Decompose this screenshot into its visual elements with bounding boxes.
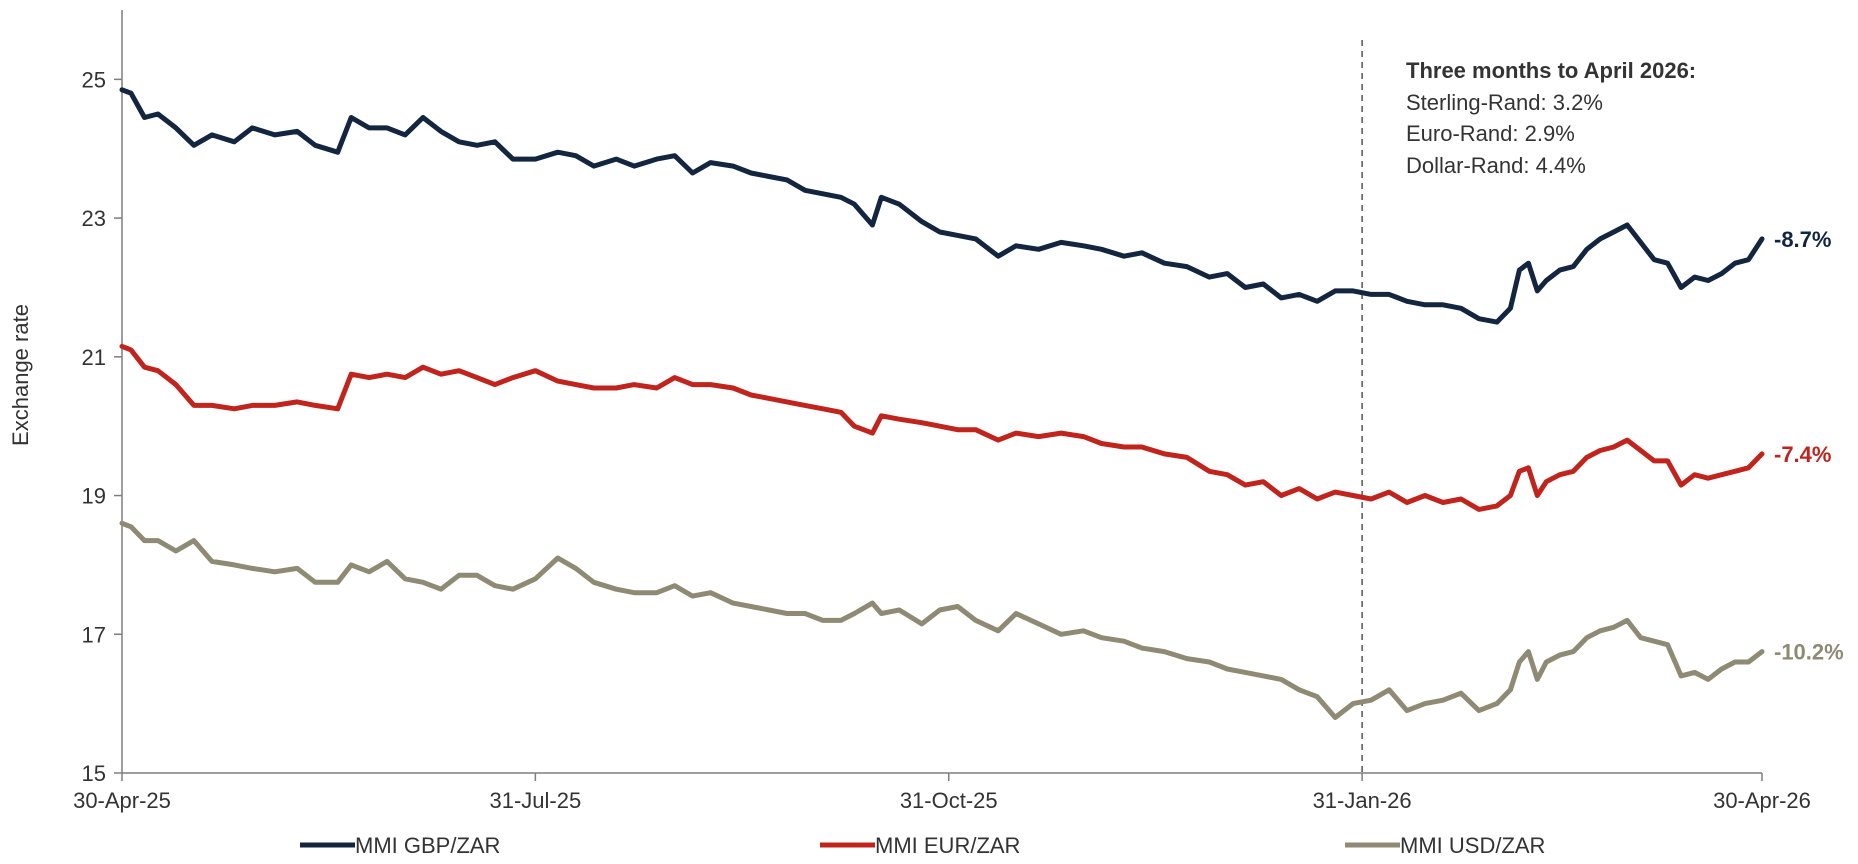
y-tick-label: 23 [82, 206, 106, 231]
annotation-title: Three months to April 2026: [1406, 58, 1696, 83]
legend-label-mmi-gbp-zar: MMI GBP/ZAR [355, 833, 500, 858]
axes-layer: 15 17 19 21 23 25 30-Apr-25 31-Jul-25 31-Oct-25 3… [73, 10, 1811, 813]
annotation-line-sterling: Sterling-Rand: 3.2% [1406, 90, 1603, 115]
x-tick-label: 31-Oct-25 [900, 788, 998, 813]
y-tick-label: 21 [82, 345, 106, 370]
annotation-line-dollar: Dollar-Rand: 4.4% [1406, 153, 1586, 178]
series-line-mmi-gbp-zar [119, 87, 1765, 325]
y-tick-label: 25 [82, 67, 106, 92]
x-tick-label: 31-Jul-25 [490, 788, 582, 813]
labels-layer: -8.7% -7.4% -10.2% [1774, 227, 1844, 665]
end-label-mmi-usd-zar: -10.2% [1774, 640, 1844, 665]
y-axis-label: Exchange rate [8, 304, 33, 446]
annotation-line-euro: Euro-Rand: 2.9% [1406, 121, 1575, 146]
y-tick-label: 19 [82, 484, 106, 509]
end-label-mmi-eur-zar: -7.4% [1774, 442, 1831, 467]
series-line-mmi-usd-zar [119, 520, 1765, 720]
legend-label-mmi-eur-zar: MMI EUR/ZAR [875, 833, 1020, 858]
legend: MMI GBP/ZAR MMI EUR/ZAR MMI USD/ZAR [300, 833, 1545, 858]
y-tick-label: 17 [82, 622, 106, 647]
y-tick-label: 15 [82, 761, 106, 786]
annotation-box: Three months to April 2026: Sterling-Ran… [1406, 58, 1696, 178]
legend-label-mmi-usd-zar: MMI USD/ZAR [1400, 833, 1545, 858]
x-tick-label: 30-Apr-25 [73, 788, 171, 813]
series-layer [119, 87, 1765, 720]
end-label-mmi-gbp-zar: -8.7% [1774, 227, 1831, 252]
series-line-mmi-eur-zar [119, 343, 1765, 512]
x-tick-label: 31-Jan-26 [1313, 788, 1412, 813]
x-tick-label: 30-Apr-26 [1713, 788, 1811, 813]
